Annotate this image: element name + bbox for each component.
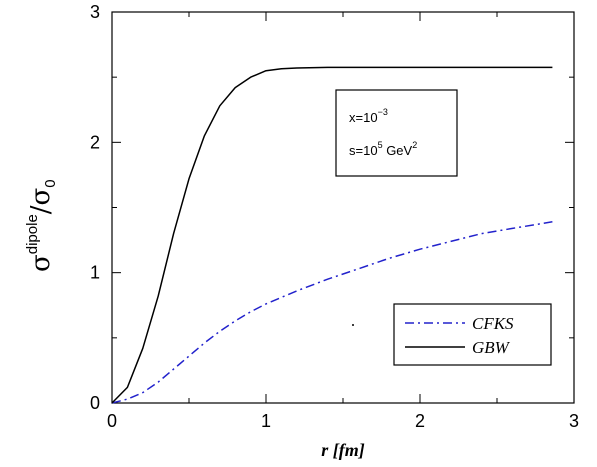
y-tick-label: 3 xyxy=(90,2,100,22)
x-tick-label: 3 xyxy=(569,411,579,431)
annotation-s-value: s=105 GeV2 xyxy=(349,140,417,158)
tick-marks xyxy=(111,11,575,404)
annotation-box: x=10−3 s=105 GeV2 xyxy=(335,89,458,177)
stray-dot xyxy=(352,324,354,326)
annotation-frame xyxy=(335,89,458,177)
series-line-gbw xyxy=(111,66,553,404)
annotation-x-value: x=10−3 xyxy=(349,107,388,125)
series-line-cfks xyxy=(111,221,553,404)
legend: CFKS GBW xyxy=(393,303,552,366)
y-tick-label: 1 xyxy=(90,263,100,283)
x-tick-label: 1 xyxy=(261,411,271,431)
x-axis-label: r [fm] xyxy=(321,440,365,460)
legend-label-cfks: CFKS xyxy=(472,314,514,333)
y-tick-label: 2 xyxy=(90,132,100,152)
y-axis-label: σdipole/σ0 xyxy=(24,179,59,272)
x-tick-label: 2 xyxy=(415,411,425,431)
y-tick-label: 0 xyxy=(90,393,100,413)
series-lines xyxy=(111,66,553,404)
legend-label-gbw: GBW xyxy=(472,338,511,357)
tick-labels: 0 1 2 3 0 1 2 3 xyxy=(90,2,579,431)
legend-frame xyxy=(393,303,552,366)
x-tick-label: 0 xyxy=(107,411,117,431)
